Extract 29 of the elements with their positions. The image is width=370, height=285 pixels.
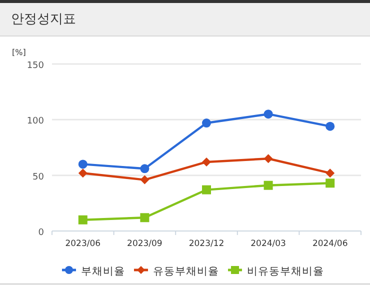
x-tick-label: 2024/03: [250, 239, 286, 249]
point: [78, 168, 88, 178]
legend-label: 유동부채비율: [153, 266, 219, 278]
point: [202, 118, 211, 128]
chart-title: 안정성지표: [11, 12, 76, 27]
y-tick-label: 100: [26, 116, 44, 127]
point: [78, 215, 88, 224]
point: [202, 157, 211, 166]
point: [202, 185, 211, 194]
point: [326, 168, 335, 178]
point: [140, 175, 150, 184]
legend-label: 부채비율: [81, 266, 125, 278]
point: [264, 110, 273, 119]
y-tick-label: 50: [32, 172, 44, 182]
point: [78, 160, 88, 169]
x-tick-label: 2023/12: [188, 239, 224, 249]
point: [264, 154, 273, 164]
point: [264, 180, 273, 190]
legend-label: 비유동부채비율: [247, 266, 324, 278]
point: [326, 122, 335, 131]
y-tick-label: 0: [38, 228, 44, 238]
x-tick-label: 2023/06: [65, 239, 101, 249]
y-axis-title: [%]: [12, 48, 26, 57]
point: [140, 213, 150, 222]
x-tick-label: 2023/09: [127, 239, 162, 249]
x-tick-label: 2024/06: [312, 239, 348, 249]
y-tick-label: 150: [26, 61, 44, 71]
point: [140, 164, 150, 174]
point: [326, 178, 335, 188]
